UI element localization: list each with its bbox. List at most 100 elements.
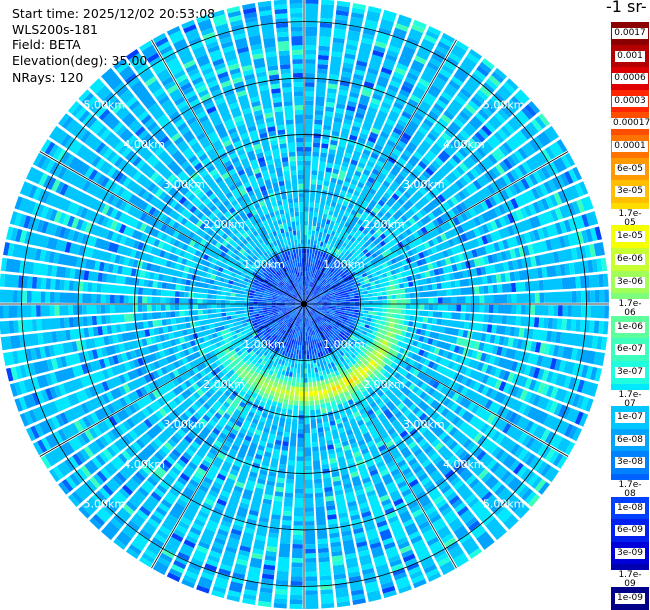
- ray-gates: [32, 186, 245, 281]
- colorbar-label: 6e-09: [615, 525, 645, 537]
- ray-gates: [224, 348, 231, 354]
- ray-gates: [366, 356, 372, 363]
- ray-gates: [340, 372, 355, 395]
- ray-gates: [381, 312, 401, 319]
- ray-gates: [271, 386, 277, 392]
- ray-gates: [307, 131, 379, 296]
- ray-gates: [357, 328, 582, 442]
- ray-gates: [304, 225, 365, 304]
- ray-gates: [305, 308, 323, 348]
- ray-gates: [254, 374, 263, 384]
- ray-gates: [155, 37, 304, 304]
- ray-gates: [133, 295, 148, 304]
- ray-gates: [434, 441, 444, 451]
- ray-gates: [359, 289, 605, 304]
- ray-gates: [110, 348, 266, 530]
- ray-gates: [314, 324, 332, 354]
- ray-gates: [339, 73, 484, 258]
- ray-gates: [315, 317, 320, 322]
- ray-gates: [9, 319, 247, 397]
- ray-gates: [299, 382, 304, 406]
- colorbar-box: 0.0006: [611, 67, 649, 90]
- colorbar-box: 0.0001: [611, 135, 649, 158]
- ray-gates: [288, 255, 301, 291]
- ray-gates: [386, 342, 393, 348]
- ray-gates: [128, 52, 271, 256]
- ray-gates: [310, 363, 351, 608]
- ray-gates: [344, 41, 451, 228]
- ray-gates: [38, 351, 201, 435]
- ray-gates: [408, 383, 416, 391]
- ray-gates: [359, 350, 455, 434]
- ray-gates: [284, 304, 304, 357]
- ray-gates: [239, 366, 245, 373]
- ray-gates: [37, 155, 192, 245]
- ring-label: 4.00km: [123, 138, 165, 151]
- ray-gates: [314, 319, 323, 331]
- ray-gates: [189, 239, 196, 247]
- ray-gates: [289, 0, 304, 244]
- ray-gates: [279, 384, 287, 399]
- ray-gates: [383, 325, 389, 331]
- ray-gates: [309, 400, 315, 406]
- ray-gates: [239, 308, 303, 553]
- ray-gates: [190, 171, 199, 180]
- ray-gates: [370, 322, 581, 392]
- ray-gates: [274, 256, 302, 301]
- ring-label: 2.00km: [363, 218, 405, 231]
- ray-gates: [152, 400, 254, 576]
- ray-gates: [354, 400, 440, 547]
- ray-gates: [365, 376, 372, 383]
- ray-gates: [384, 335, 391, 342]
- ray-gates: [81, 341, 265, 516]
- ray-gates: [386, 511, 397, 520]
- ray-gates: [306, 268, 316, 296]
- ray-gates: [307, 103, 368, 291]
- ray-gates: [137, 241, 304, 304]
- ray-gates: [359, 307, 604, 334]
- ray-gates: [255, 384, 262, 391]
- ray-gates: [289, 312, 302, 349]
- ray-gates: [68, 341, 242, 452]
- ray-gates: [329, 37, 453, 256]
- colorbar-box: 0.00017: [611, 112, 650, 135]
- ray-gates: [18, 275, 291, 304]
- ray-gates: [12, 243, 250, 296]
- ray-gates: [324, 107, 533, 287]
- ray-gates: [256, 305, 300, 325]
- ray-gates: [352, 337, 359, 342]
- ray-gates: [283, 325, 296, 352]
- azimuth-spoke: [303, 303, 569, 457]
- ray-gates: [347, 367, 364, 389]
- ray-gates: [149, 56, 263, 234]
- ray-gates: [363, 307, 600, 334]
- ring-label: 1.00km: [323, 258, 365, 271]
- ray-gates: [230, 292, 236, 297]
- ray-gates: [225, 236, 246, 255]
- ray-gates: [218, 32, 290, 252]
- ray-gates: [305, 308, 354, 406]
- ray-gates: [317, 385, 322, 391]
- ray-gates: [313, 12, 365, 246]
- ray-gates: [48, 144, 254, 274]
- ray-gates: [359, 386, 367, 393]
- ray-gates: [367, 347, 374, 353]
- ray-gates: [304, 233, 468, 304]
- ray-gates: [61, 116, 254, 266]
- ray-gates: [65, 347, 247, 489]
- ray-gates: [342, 376, 350, 387]
- ray-gates: [307, 306, 352, 334]
- ray-gates: [354, 324, 554, 412]
- colorbar-box: 1e-09: [611, 587, 649, 610]
- ray-gates: [282, 365, 287, 371]
- ray-gates: [196, 220, 204, 228]
- ray-gates: [265, 356, 277, 374]
- ray-gates: [124, 313, 134, 322]
- ray-gates: [253, 313, 284, 329]
- ray-gates: [157, 41, 277, 252]
- ray-gates: [329, 352, 456, 576]
- ray-gates: [350, 381, 357, 388]
- ray-gates: [316, 6, 382, 246]
- ray-gates: [312, 381, 320, 406]
